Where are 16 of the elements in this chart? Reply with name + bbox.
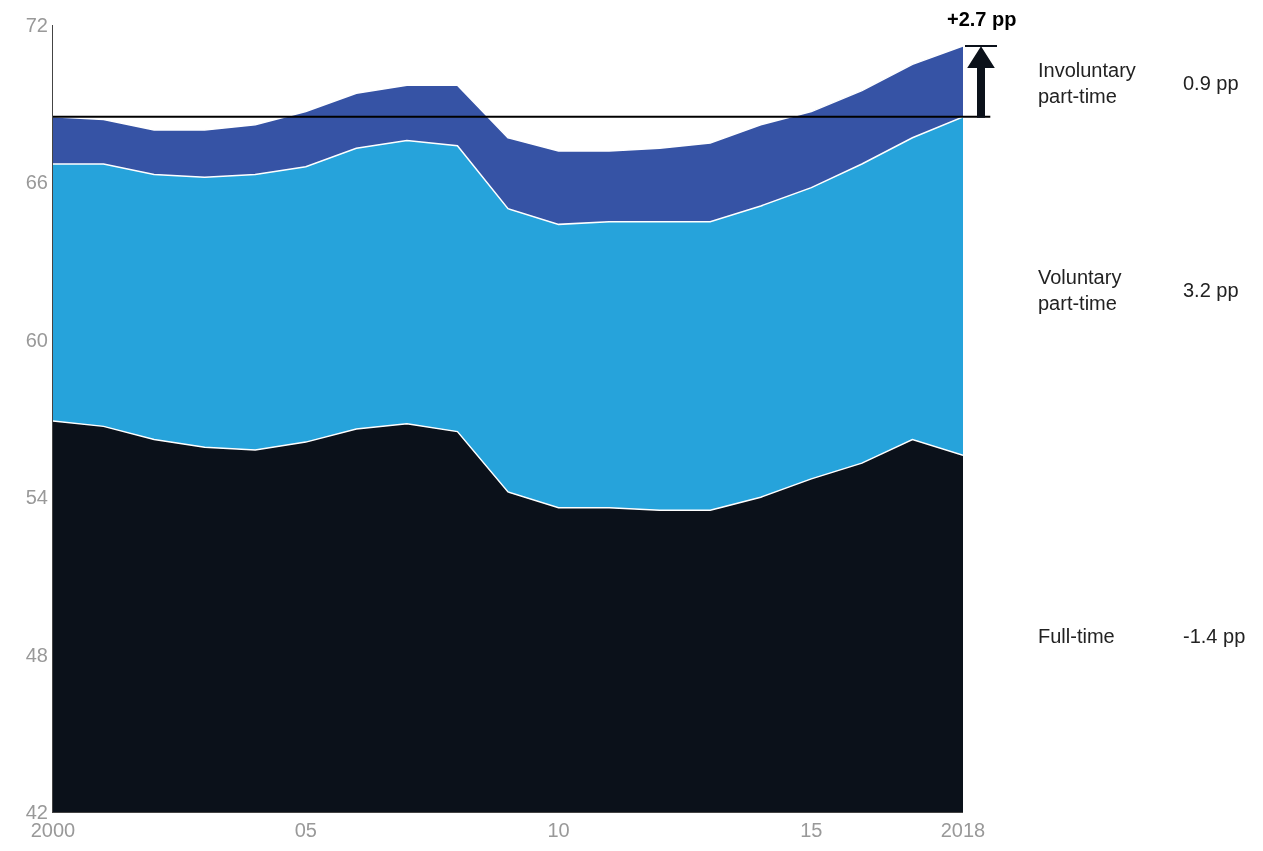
x-tick-label: 2018 bbox=[940, 819, 986, 841]
x-tick-label: 10 bbox=[547, 819, 570, 841]
x-tick-label: 15 bbox=[800, 819, 823, 841]
y-tick-label: 54 bbox=[25, 486, 48, 509]
x-tick-label: 05 bbox=[294, 819, 317, 841]
text: Involuntary part-time bbox=[1038, 59, 1136, 107]
y-tick-label: 66 bbox=[25, 171, 48, 194]
text: -1.4 pp bbox=[1183, 625, 1246, 647]
text: 0.9 pp bbox=[1183, 72, 1239, 94]
y-tick-label: 72 bbox=[25, 14, 48, 36]
y-tick-label: 60 bbox=[25, 328, 48, 351]
y-tick-label: 48 bbox=[25, 643, 48, 666]
text: Full-time bbox=[1038, 625, 1115, 647]
annotation: +2.7 pp bbox=[947, 8, 1017, 30]
text: 3.2 pp bbox=[1183, 279, 1239, 301]
text: Voluntary part-time bbox=[1038, 266, 1122, 314]
